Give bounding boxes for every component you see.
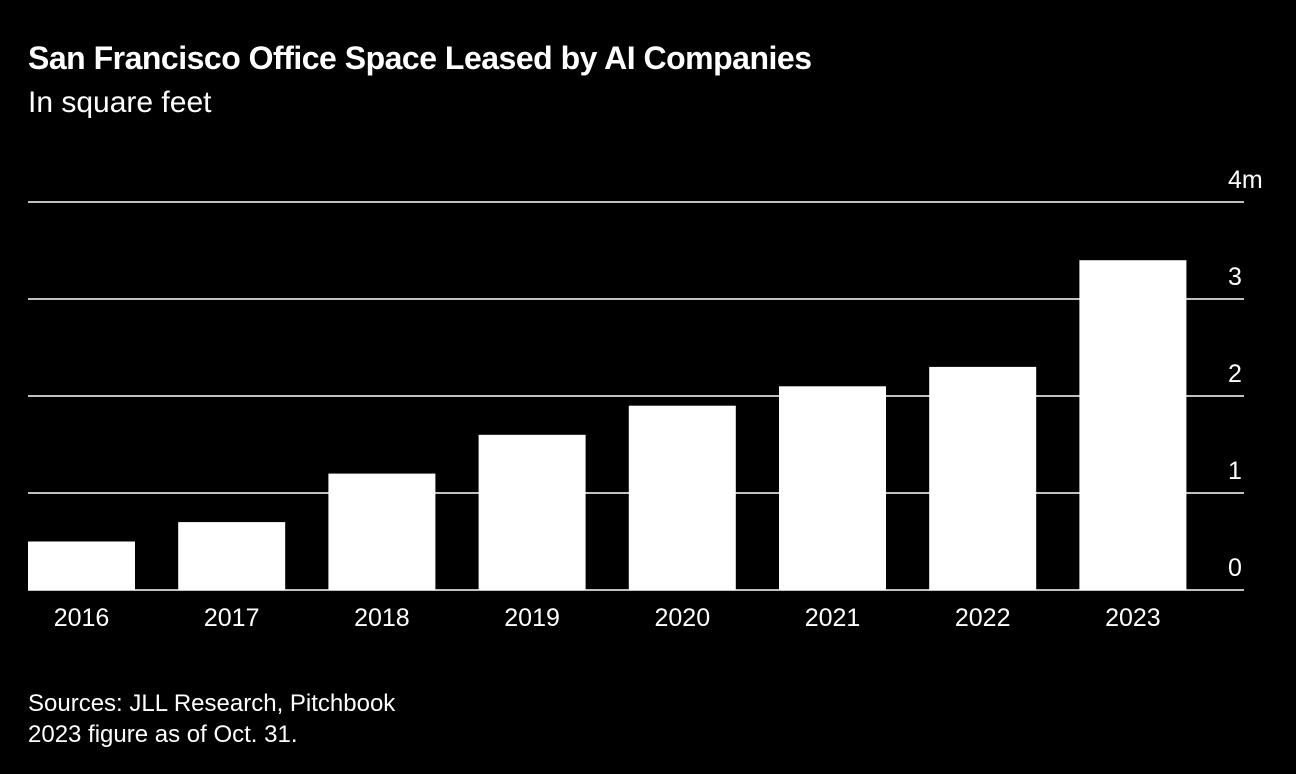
bar-2021	[779, 386, 886, 590]
y-tick-label: 3	[1228, 263, 1242, 291]
bar-2020	[628, 405, 736, 590]
bars	[28, 260, 1187, 590]
bar-2017	[178, 522, 286, 590]
x-tick-label: 2016	[54, 604, 110, 632]
y-tick-label: 1	[1228, 457, 1242, 485]
x-tick-label: 2017	[204, 604, 260, 632]
chart-subtitle: In square feet	[28, 86, 212, 119]
x-tick-label: 2022	[955, 604, 1011, 632]
chart-title: San Francisco Office Space Leased by AI …	[28, 40, 812, 76]
chart-footer: Sources: JLL Research, Pitchbook 2023 fi…	[28, 688, 395, 750]
figure-note: 2023 figure as of Oct. 31.	[28, 721, 298, 748]
x-tick-label: 2018	[354, 604, 410, 632]
bar-2018	[328, 473, 436, 590]
x-tick-label: 2019	[504, 604, 560, 632]
bar-2022	[929, 366, 1037, 590]
x-tick-label: 2020	[654, 604, 710, 632]
x-tick-labels: 2016 2017 2018 2019 2020 2021 2022 2023	[54, 604, 1161, 632]
y-tick-labels: 0 1 2 3 4m	[1228, 166, 1263, 582]
bar-2019	[478, 434, 586, 590]
y-tick-label: 4m	[1228, 166, 1263, 194]
bar-2023	[1079, 260, 1187, 590]
y-tick-label: 0	[1228, 554, 1242, 582]
sources-note: Sources: JLL Research, Pitchbook	[28, 690, 396, 717]
x-tick-label: 2021	[805, 604, 861, 632]
bar-2016	[28, 541, 135, 590]
x-tick-label: 2023	[1105, 604, 1161, 632]
bar-chart: 0 1 2 3 4m 2016 2017 2018 2019 2020 2021 2022 2023	[28, 166, 1263, 632]
y-tick-label: 2	[1228, 360, 1242, 388]
